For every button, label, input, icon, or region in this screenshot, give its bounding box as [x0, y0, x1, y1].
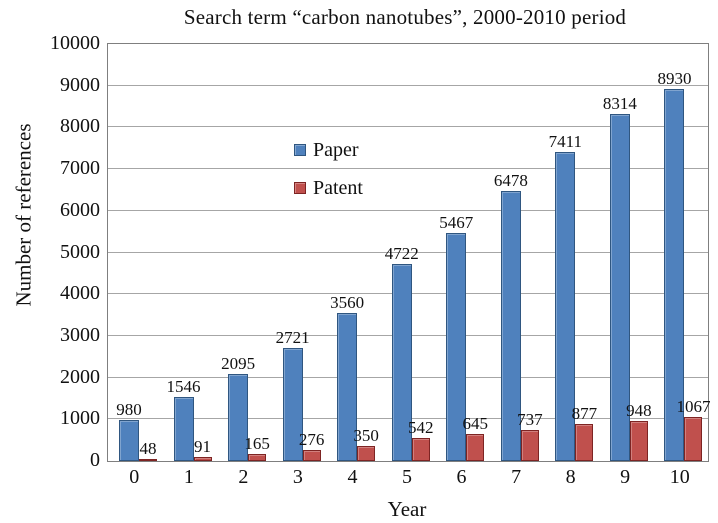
x-tick-8: 8: [565, 466, 576, 488]
bar-paper-year-5: [391, 264, 412, 461]
value-label-patent-year-0: 48: [139, 439, 157, 458]
y-tick-3000: 3000: [60, 323, 100, 346]
bar-paper-year-3: [282, 347, 303, 461]
y-tick-0: 0: [90, 449, 100, 471]
x-tick-5: 5: [402, 466, 412, 488]
value-label-patent-year-9: 948: [626, 401, 652, 421]
value-label-patent-year-1: 91: [194, 437, 212, 457]
value-label-paper-year-5: 4722: [384, 244, 419, 264]
bar-patent-year-10: [684, 416, 703, 461]
x-tick-6: 6: [456, 466, 467, 488]
bar-paper-year-1: [173, 396, 194, 461]
value-label-patent-year-10: 1067: [676, 396, 711, 416]
y-tick-1000: 1000: [60, 407, 100, 430]
bar-paper-year-8: [555, 151, 576, 461]
value-label-patent-year-5: 542: [407, 418, 434, 438]
value-label-paper-year-7: 6478: [493, 170, 528, 190]
bar-patent-year-6: [466, 434, 485, 461]
chart-title: Search term “carbon nanotubes”, 2000-201…: [183, 5, 627, 29]
gridline-5000: [108, 251, 708, 253]
x-tick-9: 9: [620, 466, 631, 488]
gridline-7000: [108, 168, 708, 170]
legend-entry-patent: Patent: [294, 177, 363, 199]
legend: Paper Patent: [294, 139, 363, 215]
bar-paper-year-2: [228, 373, 249, 461]
x-axis-label: Year: [387, 497, 427, 521]
value-label-paper-year-6: 5467: [439, 213, 474, 233]
value-label-patent-year-3: 276: [298, 429, 325, 449]
y-tick-6000: 6000: [60, 198, 100, 221]
y-tick-4000: 4000: [60, 282, 100, 305]
bar-patent-year-8: [575, 424, 594, 461]
plot-area: Paper Patent 980 48 1546 91 2095 165 2721 276 35…: [107, 43, 711, 462]
bar-patent-year-2: [248, 454, 267, 461]
bar-paper-year-10: [664, 88, 685, 461]
y-tick-5000: 5000: [60, 240, 100, 263]
gridline-8000: [108, 126, 708, 128]
bar-patent-year-7: [520, 430, 539, 461]
bar-paper-year-4: [337, 312, 358, 461]
y-tick-2000: 2000: [60, 365, 100, 388]
value-label-paper-year-9: 8314: [602, 94, 637, 114]
patent-series-marker-icon: [294, 182, 306, 194]
value-label-patent-year-7: 737: [517, 410, 543, 430]
bar-patent-year-3: [302, 449, 321, 461]
bar-paper-year-0: [119, 420, 139, 461]
value-label-paper-year-1: 1546: [166, 376, 201, 396]
bar-paper-year-6: [446, 233, 467, 461]
value-label-patent-year-2: 165: [244, 434, 270, 454]
value-label-patent-year-8: 877: [571, 404, 598, 424]
bar-patent-year-4: [357, 446, 376, 461]
value-label-paper-year-10: 8930: [657, 68, 692, 88]
bar-paper-year-9: [609, 114, 630, 461]
value-label-patent-year-4: 350: [353, 426, 379, 446]
bar-patent-year-9: [629, 421, 648, 461]
x-tick-10: 10: [669, 466, 690, 488]
value-label-patent-year-6: 645: [462, 414, 489, 434]
legend-label-paper: Paper: [313, 139, 359, 161]
legend-entry-paper: Paper: [294, 139, 363, 161]
value-label-paper-year-3: 2721: [275, 327, 310, 347]
y-tick-8000: 8000: [60, 115, 100, 138]
y-tick-7000: 7000: [60, 157, 100, 180]
value-label-paper-year-4: 3560: [330, 292, 365, 312]
value-label-paper-year-2: 2095: [221, 353, 256, 373]
y-tick-10000: 10000: [50, 32, 100, 54]
paper-series-marker-icon: [294, 144, 306, 156]
x-tick-3: 3: [292, 466, 303, 488]
x-tick-2: 2: [238, 466, 249, 488]
bar-paper-year-7: [500, 190, 521, 461]
x-tick-4: 4: [347, 466, 358, 488]
y-tick-9000: 9000: [60, 73, 100, 96]
gridline-6000: [108, 209, 708, 211]
value-label-paper-year-0: 980: [116, 400, 142, 420]
bar-patent-year-0: [139, 459, 157, 461]
bar-patent-year-1: [193, 457, 212, 461]
x-tick-7: 7: [511, 466, 522, 488]
bar-patent-year-5: [411, 438, 430, 461]
legend-label-patent: Patent: [313, 177, 363, 199]
x-tick-1: 1: [183, 466, 194, 488]
gridline-9000: [108, 84, 708, 86]
value-label-paper-year-8: 7411: [548, 131, 583, 151]
x-tick-0: 0: [129, 466, 140, 488]
